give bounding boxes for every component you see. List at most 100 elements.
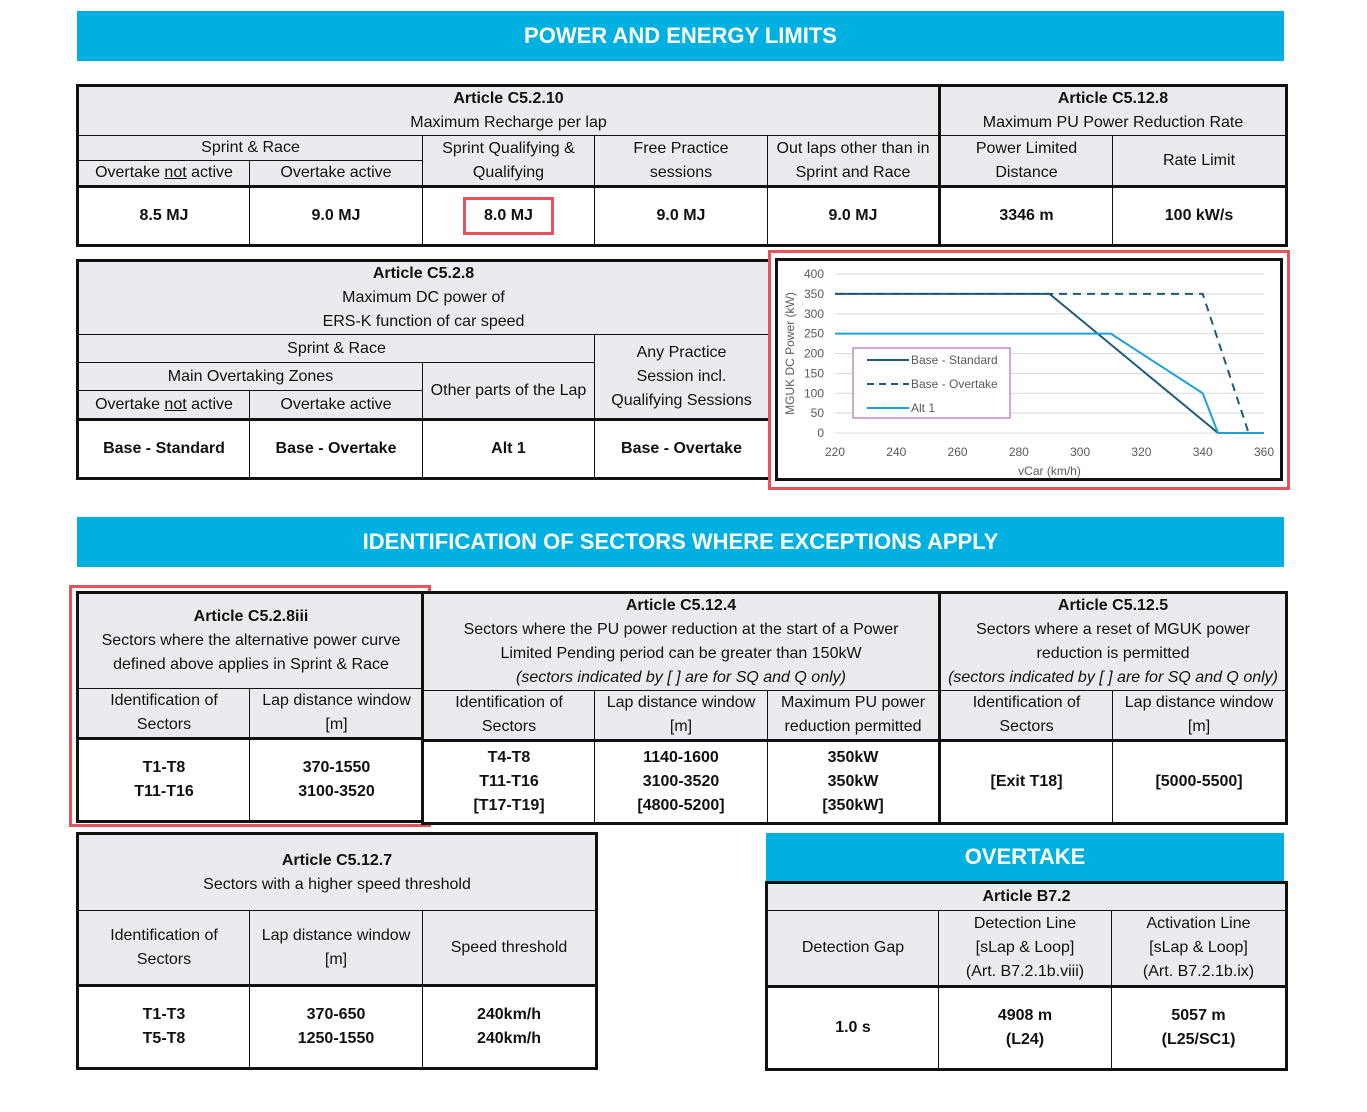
- speed-values: 240km/h 240km/h: [421, 985, 598, 1069]
- dc-value: Base - Overtake: [593, 419, 771, 479]
- detection-loop: (L24): [1005, 1031, 1045, 1048]
- alt-header: Article C5.2.8iii Sectors where the alte…: [77, 592, 425, 689]
- recharge-value: 9.0 MJ: [767, 185, 941, 246]
- alt-line2: defined above applies in Sprint & Race: [113, 656, 389, 673]
- pending-col2-header: Lap distance window [m]: [594, 690, 768, 742]
- lap-window: 1140-1600: [643, 749, 719, 766]
- reduction-article: Article C5.12.8: [1057, 90, 1169, 107]
- legend-label: Base - Overtake: [911, 377, 998, 391]
- pending-windows: 1140-1600 3100-3520 [4800-5200]: [594, 740, 768, 824]
- not-word: not: [164, 395, 187, 413]
- power-value: 350kW: [827, 749, 879, 766]
- alt-ids: T1-T8 T11-T16: [77, 738, 250, 822]
- speed-threshold-table: Article C5.12.7 Sectors with a higher sp…: [76, 832, 599, 1070]
- series-line: [835, 332, 1264, 434]
- sector-id: T11-T16: [134, 783, 194, 800]
- sectors-banner: IDENTIFICATION OF SECTORS WHERE EXCEPTIO…: [77, 517, 1284, 567]
- pending-note: (sectors indicated by [ ] are for SQ and…: [516, 669, 846, 686]
- recharge-value: 8.0 MJ: [422, 185, 595, 246]
- activation-loop: (L25/SC1): [1161, 1031, 1236, 1048]
- x-tick-label: 360: [1254, 445, 1274, 459]
- speed-col3-header: Speed threshold: [421, 910, 598, 987]
- dc-line2: ERS-K function of car speed: [322, 313, 525, 330]
- overtake-detection-value: 4908 m (L24): [938, 986, 1112, 1070]
- reset-line2: reduction is permitted: [1036, 645, 1190, 662]
- sector-id: T5-T8: [142, 1030, 186, 1047]
- recharge-sprint-race: Sprint & Race: [77, 135, 423, 161]
- highlighted-value: 8.0 MJ: [463, 197, 554, 235]
- lap-window: 1250-1550: [297, 1030, 375, 1047]
- reduction-rate-header: Rate Limit: [1111, 135, 1288, 187]
- x-tick-label: 320: [1131, 445, 1151, 459]
- speed-article: Article C5.12.7: [281, 851, 393, 869]
- speed-header: Article C5.12.7 Sectors with a higher sp…: [76, 833, 598, 911]
- recharge-active-header: Overtake active: [249, 160, 423, 188]
- pending-ids: T4-T8 T11-T16 [T17-T19]: [422, 740, 595, 824]
- recharge-value: 8.5 MJ: [77, 185, 250, 246]
- recharge-value: 9.0 MJ: [594, 185, 768, 246]
- detection-line-label: Detection Line: [973, 915, 1077, 932]
- overtake-activation-value: 5057 m (L25/SC1): [1110, 986, 1288, 1070]
- overtake-gap-value: 1.0 s: [766, 986, 939, 1070]
- activation-line-loop: [sLap & Loop]: [1149, 939, 1248, 956]
- not-active-pre: Overtake: [95, 395, 165, 413]
- overtake-banner: OVERTAKE: [766, 833, 1284, 881]
- legend-label: Base - Standard: [911, 353, 998, 367]
- reset-article: Article C5.12.5: [1057, 597, 1169, 614]
- lap-window: 370-1550: [302, 759, 371, 776]
- overtake-detection-header: Detection Line [sLap & Loop] (Art. B7.2.…: [938, 910, 1112, 988]
- reduction-header: Article C5.12.8 Maximum PU Power Reducti…: [938, 85, 1288, 136]
- pending-reset-table: Article C5.12.4 Sectors where the PU pow…: [421, 591, 1289, 825]
- reset-header: Article C5.12.5 Sectors where a reset of…: [939, 592, 1288, 691]
- dc-value: Base - Standard: [77, 419, 250, 479]
- legend-label: Alt 1: [911, 401, 935, 415]
- x-axis-label: vCar (km/h): [1018, 464, 1081, 478]
- dc-power-table: Article C5.2.8 Maximum DC power of ERS-K…: [76, 259, 772, 480]
- dc-active-header: Overtake active: [249, 390, 423, 421]
- reduction-distance-header: Power Limited Distance: [939, 135, 1113, 187]
- sector-id: T4-T8: [487, 749, 531, 766]
- activation-distance: 5057 m: [1171, 1007, 1226, 1024]
- pending-header: Article C5.12.4 Sectors where the PU pow…: [421, 592, 942, 691]
- pending-powers: 350kW 350kW [350kW]: [766, 740, 942, 824]
- dc-practice-header: Any Practice Session incl. Qualifying Se…: [593, 334, 771, 421]
- alt-line1: Sectors where the alternative power curv…: [101, 632, 401, 649]
- speed-value: 240km/h: [476, 1006, 542, 1023]
- reset-line1: Sectors where a reset of MGUK power: [976, 621, 1250, 638]
- dc-sprint-race: Sprint & Race: [77, 334, 595, 363]
- dc-not-active-header: Overtake not active: [77, 390, 250, 421]
- pending-col1-header: Identification of Sectors: [422, 690, 595, 742]
- not-active-post: active: [186, 395, 233, 413]
- y-tick-label: 400: [804, 267, 824, 281]
- dc-line1: Maximum DC power of: [342, 289, 505, 306]
- power-value: 350kW: [827, 773, 879, 790]
- dc-header: Article C5.2.8 Maximum DC power of ERS-K…: [76, 260, 771, 335]
- power-value: [350kW]: [822, 797, 884, 814]
- reset-col1-header: Identification of Sectors: [939, 690, 1114, 742]
- power-curve-chart: 0 50 100 150 200 250 300 350 400 220 240 260 280 300 3…: [775, 258, 1283, 481]
- reduction-value: 100 kW/s: [1111, 185, 1288, 246]
- x-tick-label: 260: [948, 445, 968, 459]
- speed-value: 240km/h: [476, 1030, 542, 1047]
- sector-id: T1-T8: [142, 759, 186, 776]
- recharge-not-active-header: Overtake not active: [77, 160, 250, 188]
- recharge-fp-header: Free Practice sessions: [594, 135, 768, 187]
- recharge-header: Article C5.2.10 Maximum Recharge per lap: [77, 85, 941, 136]
- speed-windows: 370-650 1250-1550: [249, 985, 423, 1069]
- recharge-outlaps-header: Out laps other than in Sprint and Race: [767, 135, 941, 187]
- alt-col2-header: Lap distance window [m]: [249, 688, 425, 740]
- alt-curve-table: Article C5.2.8iii Sectors where the alte…: [76, 591, 426, 823]
- y-tick-label: 50: [811, 406, 825, 420]
- y-tick-label: 300: [804, 307, 824, 321]
- pending-line1: Sectors where the PU power reduction at …: [463, 621, 899, 638]
- activation-line-label: Activation Line: [1146, 915, 1251, 932]
- sector-id: T1-T3: [142, 1006, 186, 1023]
- reset-col2-header: Lap distance window [m]: [1112, 690, 1288, 742]
- lap-window: 3100-3520: [642, 773, 720, 790]
- y-tick-label: 150: [804, 366, 824, 380]
- recharge-subtitle: Maximum Recharge per lap: [410, 114, 607, 131]
- recharge-value: 9.0 MJ: [249, 185, 423, 246]
- overtake-gap-header: Detection Gap: [766, 910, 939, 988]
- x-tick-label: 220: [825, 445, 845, 459]
- speed-col2-header: Lap distance window [m]: [249, 910, 423, 987]
